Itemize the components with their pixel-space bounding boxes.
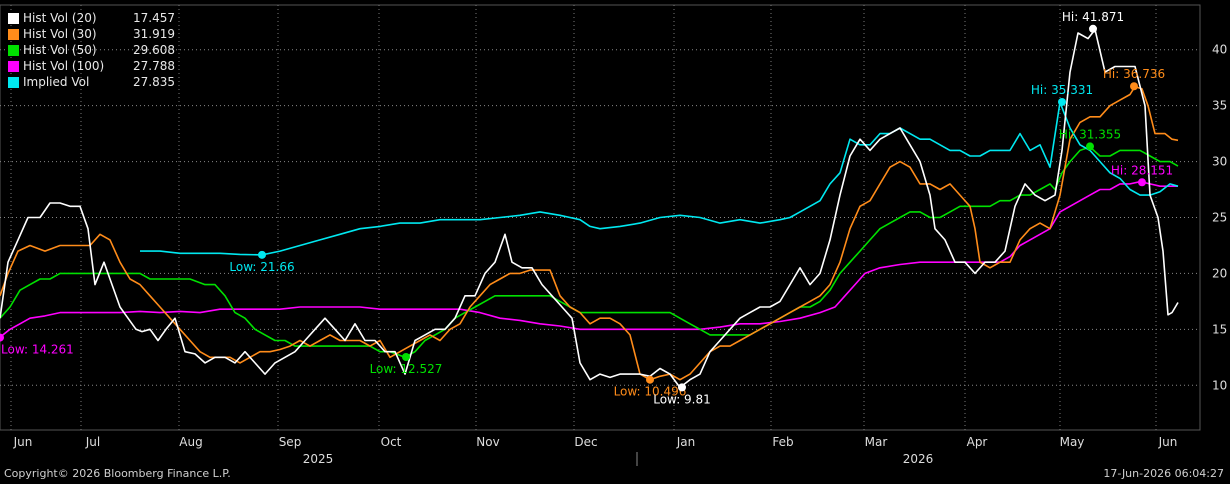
year-label: 2025 (303, 452, 334, 466)
year-label: 2026 (903, 452, 934, 466)
legend-row-hv20: Hist Vol (20) 17.457 (8, 10, 175, 26)
x-tick-label: Jul (85, 435, 100, 449)
legend-name-hv20: Hist Vol (20) (23, 11, 97, 25)
x-tick-label: Feb (772, 435, 793, 449)
legend-name-implied: Implied Vol (23, 75, 90, 89)
annotation-dot (1089, 24, 1097, 33)
annotation-label: Low: 10.496 (614, 385, 687, 399)
y-tick-label: 40 (1212, 43, 1227, 57)
annotation-dot (1138, 178, 1146, 187)
x-tick-label: Oct (381, 435, 402, 449)
legend-value-hv20: 17.457 (133, 11, 175, 25)
legend-value-implied: 27.835 (133, 75, 175, 89)
x-tick-label: Sep (279, 435, 302, 449)
x-tick-label: Mar (865, 435, 888, 449)
annotation-dot (0, 333, 4, 342)
annotation-label: Hi: 36.736 (1103, 67, 1165, 81)
legend-value-hv50: 29.608 (133, 43, 175, 57)
annotation-dot (402, 353, 410, 362)
annotation-dot (258, 250, 266, 259)
legend-row-hv30: Hist Vol (30) 31.919 (8, 26, 175, 42)
annotation-label: Hi: 28.151 (1111, 163, 1173, 177)
y-tick-label: 30 (1212, 155, 1227, 169)
annotation-label: Hi: 41.871 (1062, 10, 1124, 24)
x-tick-label: Jun (1158, 435, 1178, 449)
legend-swatch-hv20 (8, 12, 19, 24)
annotation-dot (1130, 82, 1138, 91)
legend-row-hv100: Hist Vol (100) 27.788 (8, 58, 175, 74)
legend: Hist Vol (20) 17.457 Hist Vol (30) 31.91… (8, 10, 175, 90)
y-tick-label: 25 (1212, 211, 1227, 225)
annotation-label: Low: 9.81 (653, 392, 711, 406)
legend-row-hv50: Hist Vol (50) 29.608 (8, 42, 175, 58)
legend-value-hv100: 27.788 (133, 59, 175, 73)
annotation-label: Hi: 35.331 (1031, 83, 1093, 97)
annotation-dot (678, 383, 686, 392)
x-tick-label: Dec (574, 435, 597, 449)
legend-row-implied: Implied Vol 27.835 (8, 74, 175, 90)
legend-swatch-hv30 (8, 28, 19, 40)
legend-swatch-implied (8, 76, 19, 88)
y-tick-label: 35 (1212, 99, 1227, 113)
annotation-label: Low: 14.261 (1, 343, 74, 357)
series-line-2 (0, 146, 1179, 359)
x-tick-label: Jun (13, 435, 33, 449)
x-tick-label: Aug (179, 435, 202, 449)
annotation-label: Low: 12.527 (370, 362, 443, 376)
annotation-dot (1058, 97, 1066, 106)
annotation-label: Low: 21.66 (229, 260, 294, 274)
annotation-dot (646, 375, 654, 384)
annotation-dot (1086, 142, 1094, 151)
annotation-label: Hi: 31.355 (1059, 127, 1121, 141)
legend-value-hv30: 31.919 (133, 27, 175, 41)
legend-swatch-hv50 (8, 44, 19, 56)
y-tick-label: 10 (1212, 378, 1227, 392)
series-line-0 (0, 28, 1179, 389)
x-tick-label: Jan (676, 435, 696, 449)
legend-name-hv100: Hist Vol (100) (23, 59, 105, 73)
legend-swatch-hv100 (8, 60, 19, 72)
x-tick-label: Apr (967, 435, 988, 449)
x-tick-label: Nov (476, 435, 499, 449)
timestamp-text: 17-Jun-2026 06:04:27 (1103, 467, 1224, 480)
copyright-text: Copyright© 2026 Bloomberg Finance L.P. (4, 467, 231, 480)
series-line-3 (0, 180, 1178, 338)
series-line-4 (140, 101, 1179, 256)
x-tick-label: May (1060, 435, 1085, 449)
legend-name-hv30: Hist Vol (30) (23, 27, 97, 41)
y-tick-label: 15 (1212, 322, 1227, 336)
legend-name-hv50: Hist Vol (50) (23, 43, 97, 57)
y-tick-label: 20 (1212, 266, 1227, 280)
